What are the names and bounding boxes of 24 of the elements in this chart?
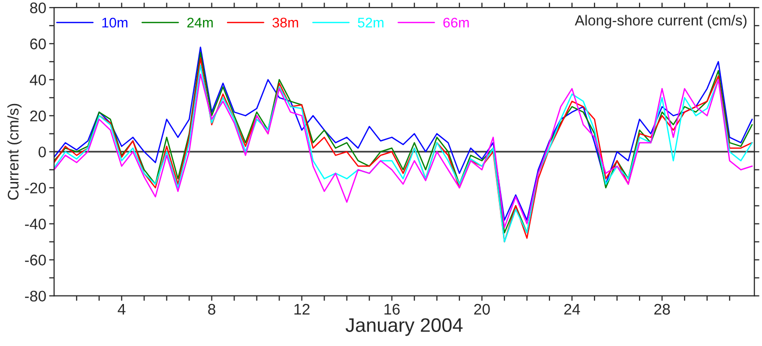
y-tick-label: 20 bbox=[30, 110, 46, 122]
legend-label: 10m bbox=[102, 18, 128, 28]
y-tick-label: -80 bbox=[25, 290, 46, 302]
x-tick-label: 12 bbox=[294, 304, 310, 315]
legend-label: 24m bbox=[187, 18, 213, 28]
y-tick-label: -60 bbox=[25, 254, 46, 266]
y-tick-label: 0 bbox=[38, 146, 46, 158]
x-tick-label: 8 bbox=[208, 304, 216, 315]
legend-label: 66m bbox=[443, 18, 469, 28]
y-tick-label: -20 bbox=[25, 182, 46, 194]
y-axis-title: Current (cm/s) bbox=[7, 104, 22, 200]
x-tick-label: 16 bbox=[384, 304, 400, 315]
x-tick-label: 4 bbox=[118, 304, 126, 315]
legend-label: 38m bbox=[272, 18, 298, 28]
legend-label: 52m bbox=[358, 18, 384, 28]
y-tick-label: -40 bbox=[25, 218, 46, 230]
annotation: Along-shore current (cm/s) bbox=[574, 14, 746, 28]
y-tick-label: 80 bbox=[30, 2, 46, 14]
x-axis-title: January 2004 bbox=[346, 318, 463, 336]
x-tick-label: 24 bbox=[564, 304, 580, 315]
y-tick-label: 60 bbox=[30, 38, 46, 50]
x-tick-label: 20 bbox=[474, 304, 490, 315]
x-tick-label: 28 bbox=[654, 304, 670, 315]
y-tick-label: 40 bbox=[30, 74, 46, 86]
